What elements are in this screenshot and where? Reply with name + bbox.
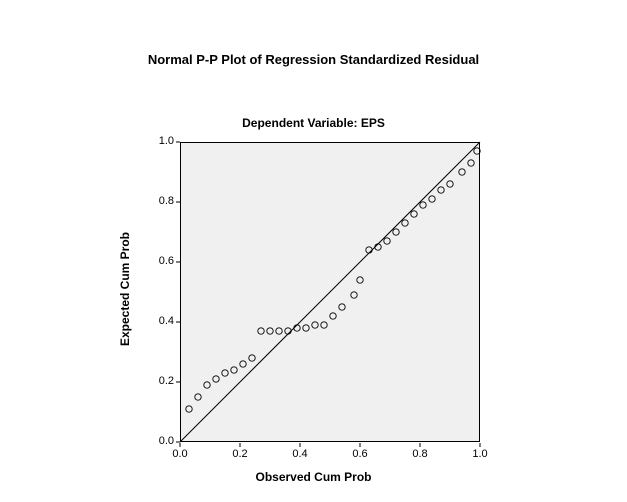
data-point	[468, 160, 474, 166]
data-point	[393, 229, 399, 235]
data-point	[276, 328, 282, 334]
data-point	[402, 220, 408, 226]
data-point	[459, 169, 465, 175]
data-point	[366, 247, 372, 253]
data-point	[447, 181, 453, 187]
data-point	[267, 328, 273, 334]
data-point	[420, 202, 426, 208]
data-point	[240, 361, 246, 367]
data-point	[330, 313, 336, 319]
data-point	[213, 376, 219, 382]
data-point	[321, 322, 327, 328]
reference-line	[180, 142, 480, 442]
data-point	[195, 394, 201, 400]
data-point	[375, 244, 381, 250]
data-point	[429, 196, 435, 202]
data-point	[294, 325, 300, 331]
data-point	[231, 367, 237, 373]
data-point	[186, 406, 192, 412]
data-point	[312, 322, 318, 328]
plot-svg	[0, 0, 627, 502]
data-point	[351, 292, 357, 298]
data-point	[285, 328, 291, 334]
chart-container: Normal P-P Plot of Regression Standardiz…	[0, 0, 627, 502]
data-point	[249, 355, 255, 361]
data-point	[438, 187, 444, 193]
data-point	[204, 382, 210, 388]
data-point	[357, 277, 363, 283]
data-point	[474, 148, 480, 154]
data-point	[258, 328, 264, 334]
data-point	[384, 238, 390, 244]
data-point	[222, 370, 228, 376]
data-point	[339, 304, 345, 310]
data-point	[411, 211, 417, 217]
data-point	[303, 325, 309, 331]
